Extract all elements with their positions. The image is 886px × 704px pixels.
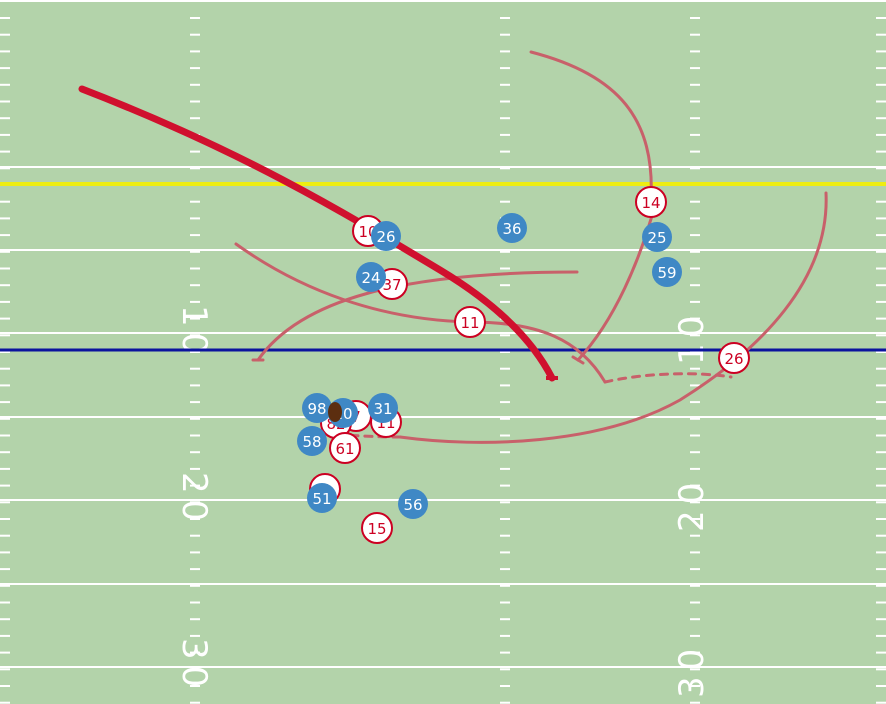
defense-player: 24 — [356, 262, 386, 292]
player-number: 61 — [335, 440, 354, 458]
offense-marker — [361, 512, 393, 544]
defense-player: 58 — [297, 426, 327, 456]
football-icon — [328, 402, 342, 422]
offense-marker — [329, 432, 361, 464]
route — [529, 50, 653, 202]
players: 1037111426782116151526362559249820315851… — [297, 186, 750, 544]
route — [256, 270, 579, 362]
player-number: 36 — [502, 220, 521, 238]
yard-number-left-20: 20 — [174, 472, 214, 527]
player-number: 11 — [460, 314, 479, 332]
player-number: 51 — [312, 490, 331, 508]
offense-player: 26 — [718, 342, 750, 374]
offense-player: 11 — [454, 306, 486, 338]
route-end-tick — [571, 355, 585, 365]
offense-player: 15 — [361, 512, 393, 544]
defense-marker — [368, 393, 398, 423]
player-number: 37 — [382, 276, 401, 294]
offense-player: 61 — [329, 432, 361, 464]
defense-player: 51 — [307, 483, 337, 513]
offense-marker — [454, 306, 486, 338]
defense-marker — [497, 213, 527, 243]
player-number: 24 — [361, 269, 380, 287]
defense-marker — [356, 262, 386, 292]
defense-player: 31 — [368, 393, 398, 423]
player-number: 56 — [403, 496, 422, 514]
player-number: 14 — [641, 194, 660, 212]
route — [343, 433, 402, 439]
yard-number-left-30: 30 — [174, 638, 214, 693]
route — [603, 372, 733, 384]
offense-marker — [718, 342, 750, 374]
hash-marks — [0, 17, 886, 704]
defense-marker — [371, 221, 401, 251]
player-number: 26 — [724, 350, 743, 368]
defense-marker — [307, 483, 337, 513]
player-number: 15 — [367, 520, 386, 538]
defense-marker — [652, 257, 682, 287]
defense-player: 36 — [497, 213, 527, 243]
player-number: 31 — [373, 400, 392, 418]
defense-player: 26 — [371, 221, 401, 251]
yard-number-right-10: 10 — [672, 310, 712, 365]
offense-marker — [635, 186, 667, 218]
routes — [234, 50, 828, 444]
yard-number-right-30: 30 — [672, 643, 712, 698]
player-number: 26 — [376, 228, 395, 246]
player-number: 59 — [657, 264, 676, 282]
defense-marker — [302, 393, 332, 423]
player-number: 98 — [307, 400, 326, 418]
yard-lines — [0, 0, 886, 668]
yard-number-left-10: 10 — [174, 305, 214, 360]
defense-marker — [297, 426, 327, 456]
defense-player: 56 — [398, 489, 428, 519]
offense-player: 14 — [635, 186, 667, 218]
defense-player: 25 — [642, 222, 672, 252]
defense-player: 59 — [652, 257, 682, 287]
yard-number-right-20: 20 — [672, 477, 712, 532]
player-number: 58 — [302, 433, 321, 451]
defense-marker — [642, 222, 672, 252]
defense-marker — [398, 489, 428, 519]
route — [398, 191, 828, 444]
defense-player: 98 — [302, 393, 332, 423]
player-number: 25 — [647, 229, 666, 247]
